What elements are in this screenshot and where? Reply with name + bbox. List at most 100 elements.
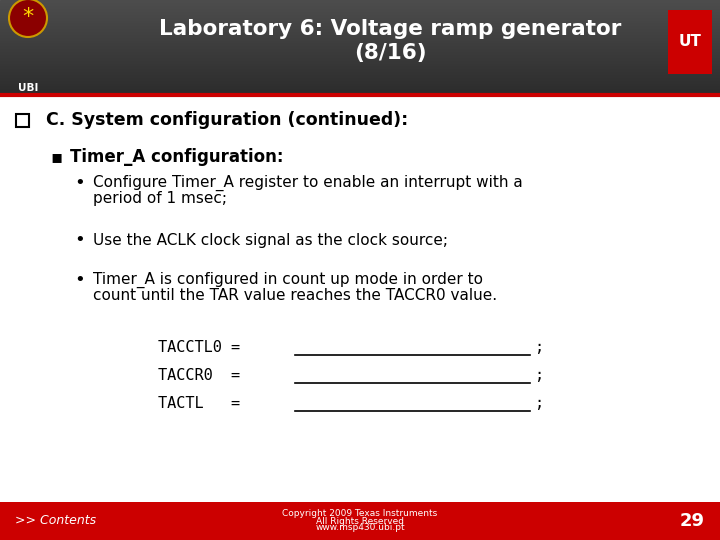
Bar bbox=[0, 80, 720, 81]
Bar bbox=[0, 91, 720, 92]
FancyBboxPatch shape bbox=[16, 113, 29, 126]
Bar bbox=[0, 13, 720, 14]
Text: Timer_A configuration:: Timer_A configuration: bbox=[70, 148, 284, 166]
Text: 29: 29 bbox=[680, 512, 705, 530]
Bar bbox=[0, 67, 720, 68]
Bar bbox=[0, 58, 720, 59]
Bar bbox=[0, 60, 720, 61]
Text: www.msp430.ubi.pt: www.msp430.ubi.pt bbox=[315, 523, 405, 532]
Bar bbox=[0, 21, 720, 22]
Bar bbox=[0, 76, 720, 77]
Bar bbox=[0, 40, 720, 41]
Bar bbox=[0, 36, 720, 37]
Bar bbox=[0, 79, 720, 80]
Bar bbox=[0, 62, 720, 63]
Bar bbox=[0, 14, 720, 15]
Bar bbox=[0, 2, 720, 3]
Bar bbox=[0, 3, 720, 4]
Text: *: * bbox=[22, 7, 34, 27]
Bar bbox=[0, 33, 720, 34]
Bar bbox=[0, 90, 720, 91]
Bar bbox=[0, 54, 720, 55]
Text: All Rights Reserved: All Rights Reserved bbox=[316, 516, 404, 525]
Bar bbox=[0, 32, 720, 33]
Bar bbox=[0, 31, 720, 32]
Bar bbox=[0, 70, 720, 71]
Text: TACCTL0 =: TACCTL0 = bbox=[158, 341, 249, 355]
Bar bbox=[0, 81, 720, 82]
Bar bbox=[0, 23, 720, 24]
Text: ;: ; bbox=[534, 396, 543, 411]
Text: Copyright 2009 Texas Instruments: Copyright 2009 Texas Instruments bbox=[282, 510, 438, 518]
Bar bbox=[0, 30, 720, 31]
Bar bbox=[0, 89, 720, 90]
Bar bbox=[0, 87, 720, 88]
Bar bbox=[0, 7, 720, 8]
Text: ;: ; bbox=[534, 341, 543, 355]
Bar bbox=[0, 51, 720, 52]
Bar bbox=[0, 10, 720, 11]
Bar bbox=[0, 37, 720, 38]
Bar bbox=[0, 74, 720, 75]
Text: period of 1 msec;: period of 1 msec; bbox=[93, 192, 227, 206]
Bar bbox=[0, 52, 720, 53]
Bar bbox=[0, 72, 720, 73]
Bar bbox=[0, 63, 720, 64]
Bar bbox=[0, 25, 720, 26]
Bar bbox=[0, 77, 720, 78]
Bar bbox=[0, 38, 720, 39]
Bar bbox=[0, 15, 720, 16]
Text: (8/16): (8/16) bbox=[354, 43, 426, 63]
Bar bbox=[0, 75, 720, 76]
Bar bbox=[0, 49, 720, 50]
Bar bbox=[0, 56, 720, 57]
Bar bbox=[0, 4, 720, 5]
Text: Timer_A is configured in count up mode in order to: Timer_A is configured in count up mode i… bbox=[93, 272, 483, 288]
Bar bbox=[0, 83, 720, 84]
Bar bbox=[0, 42, 720, 43]
Bar bbox=[0, 29, 720, 30]
Bar bbox=[0, 12, 720, 13]
Bar bbox=[0, 46, 720, 47]
Bar bbox=[0, 19, 720, 20]
Bar bbox=[0, 82, 720, 83]
Bar bbox=[0, 47, 720, 48]
Text: UT: UT bbox=[678, 35, 701, 50]
Bar bbox=[0, 28, 720, 29]
Text: •: • bbox=[75, 174, 86, 192]
Bar bbox=[0, 17, 720, 18]
Bar bbox=[0, 8, 720, 9]
Bar bbox=[0, 43, 720, 44]
Text: >> Contents: >> Contents bbox=[15, 515, 96, 528]
Text: UBI: UBI bbox=[18, 83, 38, 93]
Bar bbox=[0, 20, 720, 21]
Bar bbox=[0, 16, 720, 17]
Text: TACTL   =: TACTL = bbox=[158, 396, 249, 411]
FancyBboxPatch shape bbox=[0, 502, 720, 540]
Circle shape bbox=[9, 0, 47, 37]
Text: •: • bbox=[75, 271, 86, 289]
Bar bbox=[0, 69, 720, 70]
Text: ;: ; bbox=[534, 368, 543, 383]
Text: Use the ACLK clock signal as the clock source;: Use the ACLK clock signal as the clock s… bbox=[93, 233, 448, 247]
Text: TACCR0  =: TACCR0 = bbox=[158, 368, 249, 383]
Bar bbox=[0, 45, 720, 46]
Bar bbox=[0, 41, 720, 42]
Bar bbox=[0, 55, 720, 56]
Text: count until the TAR value reaches the TACCR0 value.: count until the TAR value reaches the TA… bbox=[93, 288, 497, 303]
Bar bbox=[0, 68, 720, 69]
Bar bbox=[0, 61, 720, 62]
Bar bbox=[0, 26, 720, 27]
Bar bbox=[0, 22, 720, 23]
FancyBboxPatch shape bbox=[668, 10, 712, 74]
Bar bbox=[0, 24, 720, 25]
Text: Configure Timer_A register to enable an interrupt with a: Configure Timer_A register to enable an … bbox=[93, 175, 523, 191]
Bar bbox=[0, 6, 720, 7]
Bar bbox=[0, 0, 720, 1]
Bar bbox=[0, 57, 720, 58]
Text: C. System configuration (continued):: C. System configuration (continued): bbox=[46, 111, 408, 129]
Bar bbox=[0, 59, 720, 60]
Bar bbox=[0, 78, 720, 79]
Bar bbox=[0, 18, 720, 19]
Bar bbox=[0, 39, 720, 40]
